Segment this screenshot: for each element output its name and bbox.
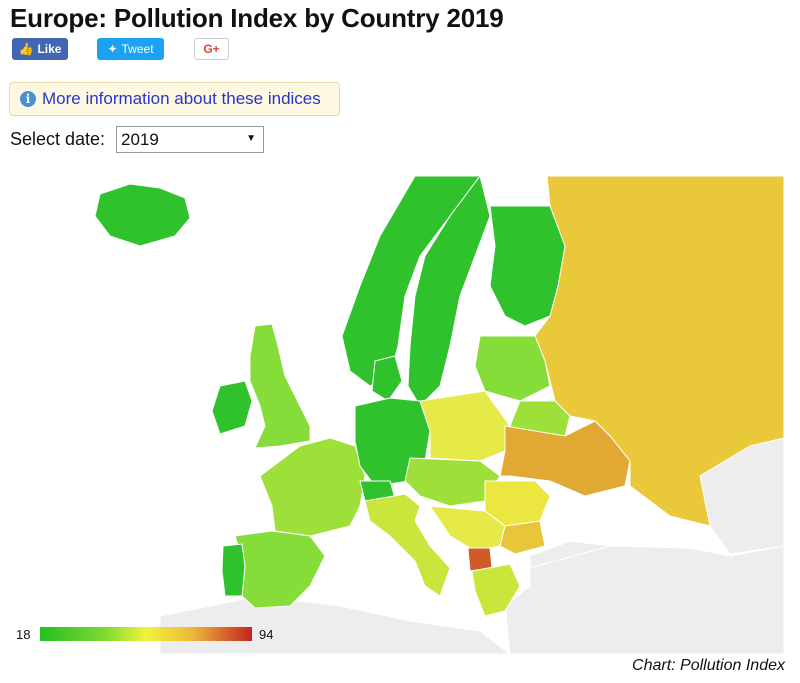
google-plus-button[interactable]: G+	[194, 38, 229, 60]
region-middle-east	[504, 545, 784, 654]
chart-source: Chart: Pollution Index	[632, 657, 785, 674]
region-italy	[364, 493, 451, 597]
select-date-label: Select date:	[10, 129, 106, 149]
more-info-button[interactable]: i More information about these indices	[9, 82, 340, 116]
twitter-bird-icon: ✦	[107, 42, 118, 56]
region-denmark	[371, 355, 403, 402]
info-icon: i	[20, 91, 36, 107]
region-central-europe	[404, 457, 501, 507]
region-ukraine	[499, 420, 631, 497]
dropdown-arrow-icon: ▼	[246, 133, 256, 144]
tweet-button[interactable]: ✦ Tweet	[97, 38, 164, 60]
region-finland	[489, 205, 566, 327]
region-united-kingdom	[249, 323, 311, 449]
facebook-like-button[interactable]: 👍 Like	[12, 38, 68, 60]
legend-max-label: 94	[259, 627, 274, 642]
region-portugal	[221, 543, 246, 597]
more-info-label: More information about these indices	[42, 89, 321, 108]
region-greece	[471, 563, 521, 617]
region-baltics	[474, 335, 551, 402]
gplus-label: G+	[203, 42, 220, 56]
region-iceland	[94, 183, 191, 247]
date-select[interactable]: 2019 ▼	[116, 126, 264, 153]
region-ireland	[211, 380, 253, 435]
legend-min-label: 18	[16, 627, 31, 642]
page-title: Europe: Pollution Index by Country 2019	[10, 3, 504, 33]
date-select-value: 2019	[121, 129, 159, 149]
region-turkey	[529, 540, 611, 569]
like-label: Like	[37, 42, 62, 56]
region-france	[259, 437, 366, 537]
region-bulgaria	[499, 520, 546, 555]
tweet-label: Tweet	[121, 42, 154, 56]
thumbs-up-icon: 👍	[18, 42, 34, 56]
europe-pollution-map	[10, 176, 784, 654]
region-poland	[419, 390, 511, 462]
legend-color-scale	[40, 627, 252, 641]
